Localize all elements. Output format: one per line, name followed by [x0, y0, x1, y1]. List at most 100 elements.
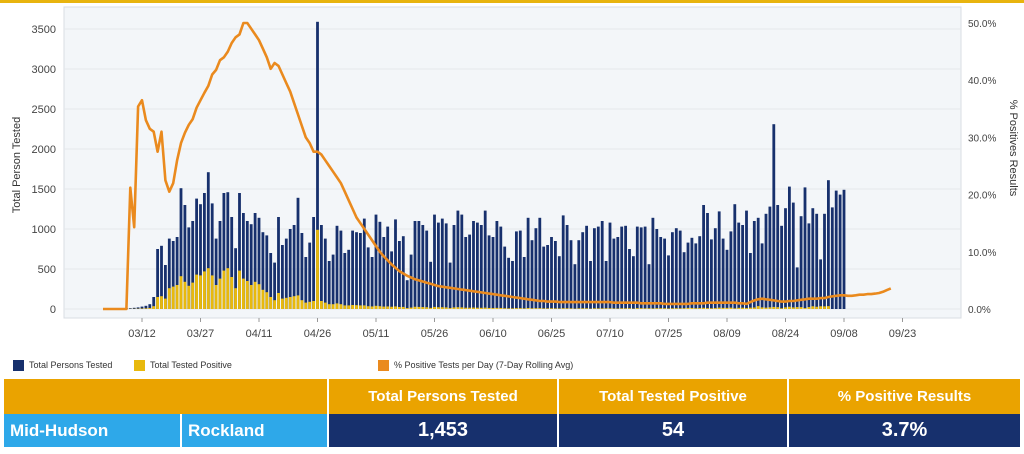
bar-total-tested: [608, 222, 612, 309]
bar-total-tested: [589, 261, 592, 309]
bar-total-tested: [378, 221, 382, 309]
bar-total-tested: [308, 242, 312, 309]
bar-total-tested: [526, 217, 530, 309]
bar-total-tested: [682, 252, 686, 309]
bar-total-tested: [651, 217, 655, 309]
bar-total-tested: [674, 228, 678, 309]
y-left-tick-label: 500: [38, 264, 56, 276]
bar-total-tested: [429, 261, 433, 309]
bar-total-positive: [518, 308, 522, 309]
bar-total-positive: [436, 307, 440, 309]
bar-total-tested: [764, 213, 768, 309]
bar-total-tested: [655, 229, 659, 309]
bar-total-tested: [573, 264, 577, 309]
bar-total-tested: [663, 238, 667, 309]
bar-total-positive: [542, 308, 546, 309]
bar-total-positive: [210, 275, 214, 309]
bar-total-positive: [612, 308, 616, 309]
bar-total-tested: [678, 230, 682, 309]
summary-header-blank: [4, 379, 181, 414]
bar-total-tested: [335, 225, 339, 309]
x-tick-label: 04/11: [246, 328, 273, 340]
bar-total-positive: [331, 304, 335, 309]
bar-total-tested: [756, 217, 760, 309]
bar-total-tested: [390, 251, 394, 309]
bar-total-tested: [171, 241, 175, 309]
bar-total-tested: [698, 236, 702, 309]
bar-total-tested: [304, 257, 308, 309]
bar-total-positive: [401, 306, 405, 309]
bar-total-positive: [277, 293, 280, 309]
y-axis-right-ticks: 0.0% 10.0% 20.0% 30.0% 40.0% 50.0%: [968, 19, 996, 316]
bar-total-tested: [323, 238, 327, 309]
bar-total-tested: [331, 254, 335, 309]
bar-total-tested: [596, 226, 600, 309]
bar-total-tested: [339, 230, 343, 309]
bar-total-tested: [312, 217, 316, 309]
bar-total-positive: [308, 301, 312, 309]
bar-total-tested: [702, 205, 706, 309]
bar-total-tested: [565, 225, 569, 309]
series-pct-positive-line: [103, 21, 892, 311]
bar-total-positive: [713, 308, 717, 309]
bar-total-tested: [148, 304, 152, 309]
bar-total-positive: [409, 307, 413, 309]
bar-total-positive: [737, 307, 741, 309]
bar-total-tested: [222, 193, 226, 309]
bar-total-positive: [780, 308, 784, 309]
bar-total-tested: [842, 189, 846, 309]
bar-total-tested: [518, 230, 522, 309]
bar-total-positive: [273, 300, 277, 309]
bar-total-positive: [768, 307, 772, 309]
summary-header-blank: [181, 379, 328, 414]
y-right-tick-label: 30.0%: [968, 133, 996, 144]
bar-total-positive: [686, 307, 690, 309]
region-cell: Mid-Hudson: [4, 414, 182, 447]
bar-total-tested: [639, 227, 643, 309]
bar-total-tested: [409, 254, 413, 309]
bar-total-tested: [241, 213, 245, 309]
bar-total-positive: [709, 308, 713, 309]
bar-total-positive: [585, 308, 589, 309]
bar-total-positive: [725, 307, 729, 309]
bar-total-tested: [620, 226, 624, 309]
bar-total-tested: [160, 245, 163, 309]
bar-total-positive: [760, 307, 764, 309]
bar-total-positive: [659, 308, 663, 309]
x-tick-label: 06/10: [479, 328, 507, 340]
x-tick-label: 06/25: [538, 328, 566, 340]
top-accent-line: [0, 0, 1024, 3]
x-tick-label: 03/27: [187, 328, 215, 340]
bar-total-tested: [600, 221, 604, 309]
bar-total-positive: [639, 308, 643, 309]
bar-total-tested: [128, 308, 132, 309]
bar-total-tested: [206, 172, 210, 309]
bar-total-tested: [440, 218, 444, 309]
bar-total-tested: [319, 225, 323, 309]
bar-total-positive: [241, 278, 245, 309]
bar-total-tested: [631, 256, 635, 309]
bar-total-tested: [503, 246, 507, 309]
bar-total-positive: [678, 308, 682, 309]
bar-total-tested: [191, 221, 195, 309]
bar-total-positive: [319, 301, 323, 309]
bar-total-positive: [280, 298, 284, 309]
bar-total-positive: [206, 268, 210, 309]
bar-total-positive: [698, 308, 702, 309]
y-left-tick-label: 3500: [32, 24, 56, 36]
bar-total-tested: [795, 267, 799, 309]
legend-item-tested: Total Persons Tested: [13, 357, 112, 373]
bar-total-positive: [199, 275, 202, 309]
bar-total-positive: [300, 300, 304, 309]
bar-total-positive: [230, 277, 234, 309]
bar-total-tested: [826, 180, 830, 309]
bar-total-positive: [429, 307, 433, 309]
bar-total-tested: [694, 243, 698, 309]
y-right-tick-label: 0.0%: [968, 305, 991, 316]
bar-total-positive: [577, 308, 581, 309]
bar-total-tested: [358, 233, 362, 309]
bar-total-positive: [799, 307, 803, 309]
bar-total-positive: [187, 285, 191, 309]
bar-total-tested: [386, 226, 390, 309]
bar-total-positive: [495, 307, 499, 309]
